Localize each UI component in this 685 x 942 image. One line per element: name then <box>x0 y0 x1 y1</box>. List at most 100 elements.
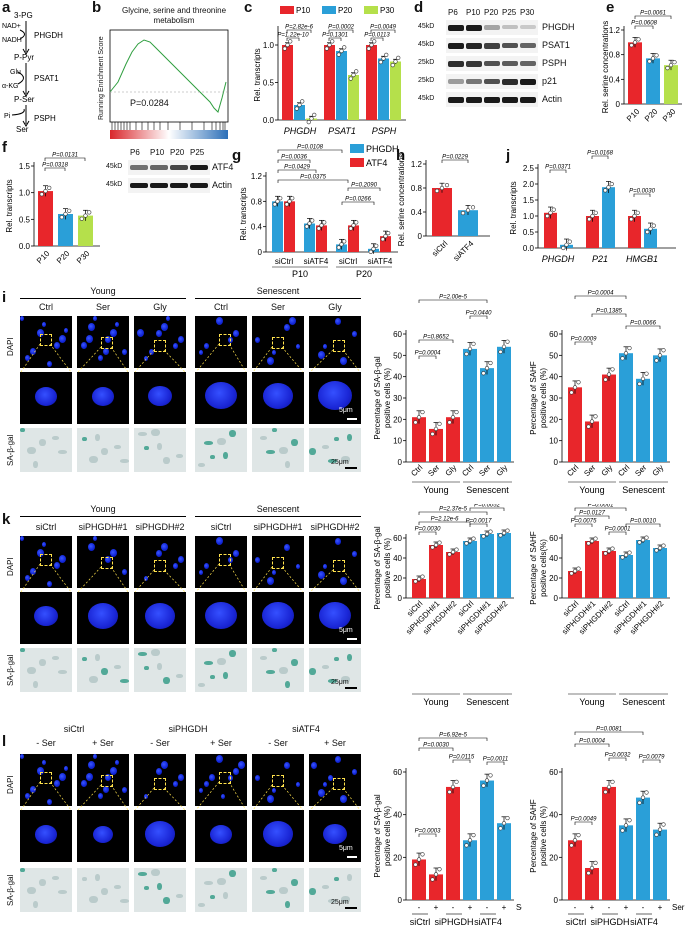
y-tick-label: 40 <box>393 811 402 820</box>
significance-bracket <box>441 159 469 163</box>
scale-bar <box>347 856 357 858</box>
x-group-label: siCtrl <box>339 257 357 266</box>
y-tick-label: 1.2 <box>251 172 263 181</box>
data-point <box>285 42 290 48</box>
enzyme-phgdh: PHGDH <box>34 31 63 40</box>
significance-bracket <box>286 37 300 41</box>
zoom-region-box <box>333 340 345 352</box>
unstained-cell <box>114 665 121 669</box>
y-tick-label: 0.5 <box>263 79 275 88</box>
blot-band <box>484 79 500 85</box>
data-point <box>603 551 608 556</box>
y-tick-label: 20 <box>549 853 558 862</box>
unstained-cell <box>157 443 162 450</box>
y-tick-label: 1.5 <box>523 196 535 205</box>
panel-label-l: l <box>2 733 7 750</box>
nucleus <box>110 329 117 337</box>
nucleus <box>59 335 66 343</box>
y-tick-label: 2.0 <box>523 180 535 189</box>
condition-label: Ctrl <box>39 302 53 312</box>
significance-bracket <box>370 29 396 33</box>
data-point <box>413 862 418 867</box>
condition-label: Gly <box>328 302 342 312</box>
nucleus <box>178 774 184 781</box>
bar <box>628 216 641 248</box>
bar <box>585 541 599 598</box>
sa-beta-gal-image <box>20 868 72 912</box>
bar <box>585 868 599 900</box>
data-point <box>416 415 422 420</box>
stained-cell <box>334 437 339 441</box>
data-point <box>371 246 376 251</box>
p-value: P=0.0001 <box>588 504 614 509</box>
significance-bracket <box>608 757 627 761</box>
p-value: P=0.0081 <box>596 727 622 733</box>
data-point <box>569 843 574 848</box>
significance-bracket <box>625 325 661 329</box>
significance-bracket <box>469 523 488 527</box>
lane-label: P6 <box>448 8 458 17</box>
nucleus <box>323 344 327 349</box>
significance-bracket <box>633 193 651 197</box>
y-axis-label: positive cells (%) <box>383 806 392 866</box>
significance-bracket <box>418 339 454 343</box>
ser-label: Ser <box>516 903 522 912</box>
dapi-overview-image <box>252 536 304 588</box>
nucleus <box>255 557 260 563</box>
unstained-cell <box>95 434 100 441</box>
y-tick-label: 0 <box>398 896 403 905</box>
p-value: P=0.0131 <box>52 153 78 159</box>
nucleus <box>204 563 209 569</box>
y-axis-label: positive cells (%) <box>383 538 392 598</box>
stained-cell <box>285 681 290 688</box>
bar <box>380 236 391 252</box>
dapi-zoom-image <box>252 810 304 862</box>
p-value: P=0.0440 <box>466 311 493 317</box>
p-value: P=0.0010 <box>630 519 657 525</box>
stained-cell <box>163 897 170 904</box>
chart-j: 0.0 0.5 1.0 1.5 2.0 2.5 Rel. transcripts PHGDH P… <box>509 151 676 264</box>
data-point <box>593 860 598 865</box>
data-point <box>589 419 595 424</box>
nucleus-zoomed <box>35 825 57 844</box>
metab-pi: Pi <box>4 113 11 120</box>
bar <box>348 75 359 120</box>
nucleus <box>311 762 317 769</box>
bar <box>568 571 582 598</box>
nucleus <box>272 570 276 575</box>
y-tick-label: 0 <box>398 594 403 603</box>
lane-label: P20 <box>484 8 499 17</box>
x-group-label: siCtrl <box>275 257 293 266</box>
data-point <box>437 867 442 872</box>
data-point <box>378 59 383 65</box>
lane-label: P25 <box>190 148 205 157</box>
row-label-dapi: DAPI <box>6 337 15 356</box>
bar <box>463 840 477 900</box>
y-axis-label: Rel. transcripts <box>239 187 248 240</box>
data-point <box>433 426 439 432</box>
nucleus <box>166 316 170 321</box>
unstained-cell <box>27 447 36 454</box>
x-tick-label: Gly <box>495 463 510 478</box>
stained-cell <box>20 428 25 432</box>
p-value: P=0.0127 <box>579 511 606 517</box>
nucleus <box>335 538 341 545</box>
panel-label-e: e <box>606 0 615 16</box>
dapi-overview-image <box>309 316 361 368</box>
y-axis-label: Percentage of SA-β-gal <box>373 356 382 440</box>
unstained-cell <box>217 878 226 885</box>
condition-label: - Ser <box>36 738 56 748</box>
zoom-region-box <box>40 334 52 346</box>
data-point <box>381 56 386 61</box>
data-point <box>603 789 608 795</box>
nucleus <box>20 316 24 321</box>
zoom-region-box <box>272 557 284 569</box>
p-value: P=0.0061 <box>640 11 666 17</box>
bar <box>272 201 283 252</box>
data-point <box>606 185 611 190</box>
y-tick-label: 40 <box>549 554 558 563</box>
data-point <box>657 545 663 551</box>
dapi-zoom-image <box>77 810 129 862</box>
